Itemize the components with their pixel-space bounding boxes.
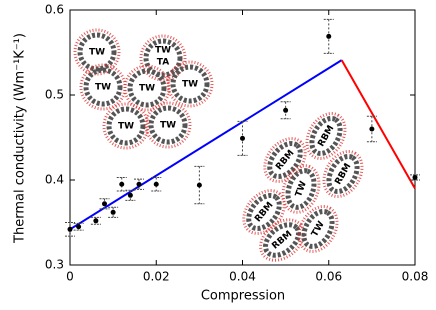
data-point xyxy=(240,135,245,141)
y-tick-label: 0.4 xyxy=(45,173,64,187)
inset-label: TW xyxy=(89,48,105,58)
error-bar xyxy=(116,176,127,192)
x-tick-label: 0 xyxy=(66,270,74,284)
nanotube xyxy=(83,67,123,107)
inset-label: TW xyxy=(155,46,171,56)
y-axis-label: Thermal conductivity (Wm⁻¹K⁻¹) xyxy=(13,33,28,244)
y-tick-label: 0.6 xyxy=(45,3,64,17)
data-point xyxy=(127,192,133,198)
nanotube xyxy=(148,105,188,145)
data-point xyxy=(369,126,375,132)
nanotube-hair xyxy=(139,34,187,82)
nanotube xyxy=(263,222,301,258)
inset-label: TW xyxy=(139,84,155,94)
nanotube-hair xyxy=(322,150,364,198)
x-tick-label: 0.08 xyxy=(402,270,429,284)
nanotube xyxy=(106,106,146,146)
x-tick-label: 0.06 xyxy=(315,270,342,284)
data-point xyxy=(102,201,107,207)
data-point xyxy=(119,181,125,187)
inset-label: TW xyxy=(310,220,327,239)
data-point xyxy=(136,181,142,187)
nanotube xyxy=(285,168,317,210)
data-point xyxy=(412,174,418,180)
inset-label: TW xyxy=(95,83,111,93)
y-tick-label: 0.3 xyxy=(45,258,64,272)
x-tick-label: 0.02 xyxy=(143,270,170,284)
data-point xyxy=(76,224,82,230)
data-point xyxy=(93,218,99,224)
nanotube-hair xyxy=(297,205,339,253)
nanotube-hair xyxy=(73,28,121,76)
nanotube-hair xyxy=(305,112,347,160)
x-tick-label: 0.04 xyxy=(229,270,256,284)
data-point xyxy=(326,33,332,39)
nanotube-hair xyxy=(263,137,307,183)
error-bar xyxy=(151,176,162,192)
nanotube xyxy=(246,193,282,231)
inset-label: TW xyxy=(182,80,198,90)
nanotube xyxy=(170,64,210,104)
data-point xyxy=(67,226,73,232)
nanotube xyxy=(326,153,360,195)
nanotube xyxy=(77,32,117,72)
nanotube-hair xyxy=(166,60,214,108)
nanotube xyxy=(301,208,335,250)
fit-line xyxy=(69,59,343,231)
data-point xyxy=(196,182,202,188)
inset-label: TW xyxy=(118,122,134,132)
error-bar xyxy=(65,222,75,237)
nanotube-hair xyxy=(242,189,286,235)
fit-line xyxy=(340,59,416,189)
nanotube xyxy=(127,68,167,108)
nanotube xyxy=(143,38,183,78)
nanotube-hair xyxy=(281,164,321,214)
inset-label: TA xyxy=(157,58,169,68)
y-tick-label: 0.5 xyxy=(45,88,64,102)
nanotube-hair xyxy=(102,102,150,150)
data-point xyxy=(283,107,289,113)
inset-label: TW xyxy=(294,180,309,199)
inset-label: TW xyxy=(160,121,176,131)
nanotube-hair xyxy=(123,64,171,112)
error-bar xyxy=(194,165,205,205)
nanotube-hair xyxy=(144,101,192,149)
nanotube xyxy=(309,115,343,157)
data-point xyxy=(110,209,116,215)
x-axis-label: Compression xyxy=(201,289,285,304)
nanotube-hair xyxy=(259,218,305,262)
nanotube xyxy=(267,141,303,179)
data-point xyxy=(153,181,159,187)
